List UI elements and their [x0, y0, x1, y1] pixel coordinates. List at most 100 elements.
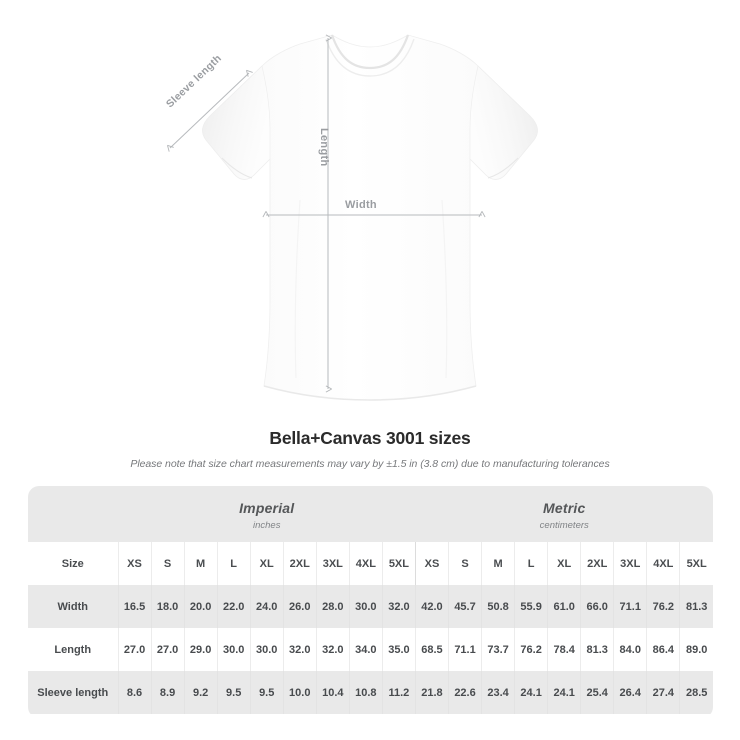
cell-imperial: 18.0 [150, 585, 185, 628]
unit-subtitle: inches [252, 519, 281, 531]
size-header-imperial-3xl: 3XL [315, 542, 350, 585]
length-label: Length [318, 128, 330, 167]
cell-metric: 23.4 [481, 671, 515, 714]
size-chart-table: Imperial inches Metric centimeters Size XS S M L… [28, 486, 713, 714]
cell-imperial: 16.5 [117, 585, 152, 628]
unit-name: Imperial [239, 499, 295, 516]
cell-imperial: 32.0 [315, 628, 350, 671]
size-header-metric-m: M [481, 542, 515, 585]
table-row: Sleeve length 8.6 8.9 9.2 9.5 9.5 10.0 10.4 10.8… [28, 671, 713, 714]
title-block: Bella+Canvas 3001 sizes Please note that… [0, 428, 740, 470]
cell-metric: 25.4 [580, 671, 614, 714]
size-header-row: Size XS S M L XL 2XL 3XL 4XL 5XL XS S M L XL 2XL 3XL 4XL 5… [28, 542, 713, 585]
tshirt-shape [202, 34, 538, 401]
size-header-imperial-l: L [216, 542, 251, 585]
unit-header-row: Imperial inches Metric centimeters [28, 486, 713, 542]
cell-metric: 76.2 [646, 585, 680, 628]
unit-header-metric: Metric centimeters [415, 486, 713, 542]
cell-metric: 86.4 [646, 628, 680, 671]
cell-imperial: 8.6 [117, 671, 152, 714]
cell-metric: 24.1 [547, 671, 581, 714]
cell-imperial: 29.0 [183, 628, 218, 671]
size-header-imperial-2xl: 2XL [282, 542, 317, 585]
cell-imperial: 10.4 [315, 671, 350, 714]
size-header-metric-l: L [514, 542, 548, 585]
cell-metric: 26.4 [613, 671, 647, 714]
cell-imperial: 10.0 [282, 671, 317, 714]
size-header-imperial-m: M [183, 542, 218, 585]
size-column-header: Size [28, 542, 118, 585]
table-row: Length 27.0 27.0 29.0 30.0 30.0 32.0 32.0 34.0 35… [28, 628, 713, 671]
garment-illustration: Sleeve length Length Width [163, 34, 538, 401]
cell-metric: 71.1 [447, 628, 482, 671]
cell-metric: 21.8 [414, 671, 449, 714]
tshirt-diagram-svg [167, 34, 538, 401]
table-row: Width 16.5 18.0 20.0 22.0 24.0 26.0 28.0 30.0 32.… [28, 585, 713, 628]
size-header-imperial-5xl: 5XL [381, 542, 416, 585]
cell-metric: 42.0 [414, 585, 449, 628]
cell-metric: 22.6 [447, 671, 482, 714]
cell-metric: 81.3 [679, 585, 713, 628]
size-header-imperial-xs: XS [117, 542, 152, 585]
unit-header-imperial: Imperial inches [118, 486, 416, 542]
cell-metric: 50.8 [481, 585, 515, 628]
size-header-metric-4xl: 4XL [646, 542, 680, 585]
tolerance-note: Please note that size chart measurements… [130, 458, 610, 470]
cell-imperial: 28.0 [315, 585, 350, 628]
row-header-width: Width [28, 585, 118, 628]
cell-metric: 76.2 [514, 628, 548, 671]
row-header-sleeve-length: Sleeve length [28, 671, 118, 714]
size-header-metric-s: S [447, 542, 482, 585]
cell-imperial: 26.0 [282, 585, 317, 628]
cell-imperial: 22.0 [216, 585, 251, 628]
unit-name: Metric [543, 499, 586, 516]
cell-imperial: 9.5 [249, 671, 284, 714]
cell-metric: 73.7 [481, 628, 515, 671]
cell-imperial: 8.9 [150, 671, 185, 714]
cell-imperial: 27.0 [150, 628, 185, 671]
size-header-imperial-s: S [150, 542, 185, 585]
cell-metric: 61.0 [547, 585, 581, 628]
cell-imperial: 9.2 [183, 671, 218, 714]
size-header-metric-5xl: 5XL [679, 542, 713, 585]
cell-metric: 66.0 [580, 585, 614, 628]
cell-metric: 84.0 [613, 628, 647, 671]
size-header-metric-xs: XS [414, 542, 449, 585]
cell-metric: 89.0 [679, 628, 713, 671]
cell-metric: 55.9 [514, 585, 548, 628]
size-header-metric-xl: XL [547, 542, 581, 585]
cell-metric: 45.7 [447, 585, 482, 628]
page-title: Bella+Canvas 3001 sizes [269, 428, 471, 448]
cell-imperial: 35.0 [381, 628, 416, 671]
cell-imperial: 11.2 [381, 671, 416, 714]
cell-metric: 78.4 [547, 628, 581, 671]
cell-imperial: 9.5 [216, 671, 251, 714]
cell-imperial: 32.0 [282, 628, 317, 671]
size-header-metric-3xl: 3XL [613, 542, 647, 585]
cell-imperial: 27.0 [117, 628, 152, 671]
cell-metric: 71.1 [613, 585, 647, 628]
cell-imperial: 24.0 [249, 585, 284, 628]
cell-metric: 28.5 [679, 671, 713, 714]
cell-metric: 68.5 [414, 628, 449, 671]
cell-imperial: 32.0 [381, 585, 416, 628]
row-header-length: Length [28, 628, 118, 671]
size-header-metric-2xl: 2XL [580, 542, 614, 585]
cell-imperial: 30.0 [249, 628, 284, 671]
cell-imperial: 10.8 [348, 671, 383, 714]
size-header-imperial-4xl: 4XL [348, 542, 383, 585]
cell-imperial: 30.0 [348, 585, 383, 628]
width-label: Width [345, 199, 377, 211]
cell-metric: 24.1 [514, 671, 548, 714]
unit-subtitle: centimeters [539, 519, 589, 531]
size-header-imperial-xl: XL [249, 542, 284, 585]
sleeve-dimension-line [167, 69, 253, 152]
cell-imperial: 30.0 [216, 628, 251, 671]
size-chart-table-container: Imperial inches Metric centimeters Size XS S M L… [28, 486, 713, 718]
cell-imperial: 34.0 [348, 628, 383, 671]
cell-metric: 81.3 [580, 628, 614, 671]
cell-metric: 27.4 [646, 671, 680, 714]
cell-imperial: 20.0 [183, 585, 218, 628]
unit-row-spacer [28, 486, 118, 542]
